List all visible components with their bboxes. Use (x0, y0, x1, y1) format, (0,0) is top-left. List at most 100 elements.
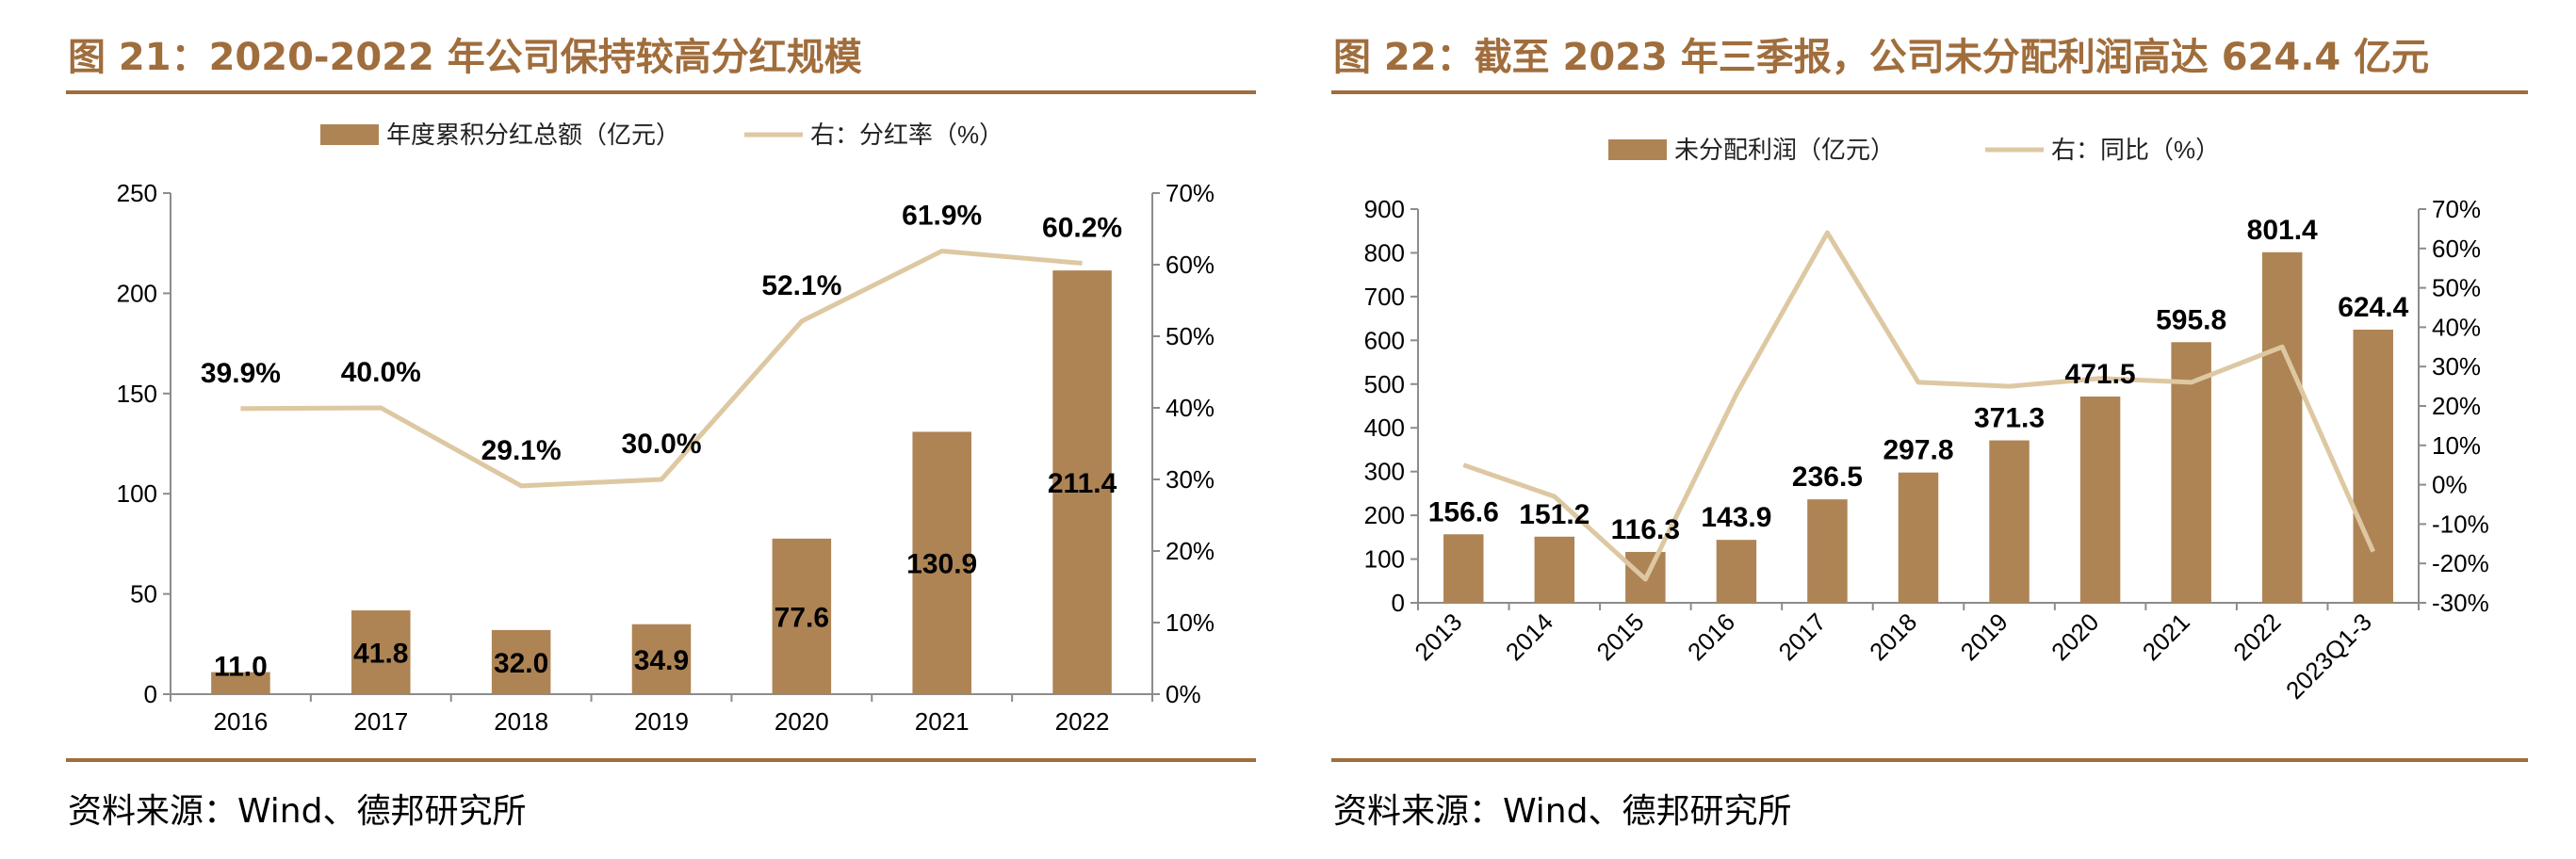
bar-value-label: 624.4 (2338, 292, 2408, 323)
bar (2353, 330, 2393, 603)
y2-tick-label: 50% (2432, 274, 2481, 302)
y-tick-label: 800 (1364, 238, 1405, 267)
bar (772, 538, 832, 694)
y2-tick-label: 70% (2432, 195, 2481, 223)
bar-value-label: 801.4 (2247, 215, 2318, 246)
x-tick-label: 2021 (915, 707, 970, 736)
line-value-label: 29.1% (481, 435, 562, 466)
y2-tick-label: 0% (1166, 680, 1201, 708)
bar (1716, 540, 1757, 603)
y2-tick-label: 0% (2432, 471, 2468, 499)
y-tick-label: 150 (117, 380, 157, 408)
bar-value-label: 77.6 (774, 602, 829, 633)
source-rule (1331, 758, 2528, 762)
legend-label-line: 右：分红率（%） (810, 121, 1003, 149)
line-value-label: 61.9% (902, 201, 982, 232)
bar (1443, 534, 1484, 603)
bar (1052, 270, 1112, 694)
x-tick-label: 2020 (2046, 608, 2104, 666)
y-tick-label: 600 (1364, 326, 1405, 354)
x-tick-label: 2020 (774, 707, 829, 736)
line-value-label: 30.0% (621, 429, 701, 460)
bar (1534, 536, 1575, 603)
y2-tick-label: 40% (2432, 313, 2481, 341)
title-rule (66, 90, 1256, 94)
line-value-label: 40.0% (341, 357, 421, 388)
legend-swatch-bar (1608, 139, 1667, 160)
figure-title: 图 22：截至 2023 年三季报，公司未分配利润高达 624.4 亿元 (1333, 36, 2430, 79)
line-value-label: 60.2% (1042, 212, 1122, 243)
x-tick-label: 2018 (494, 707, 548, 736)
legend-swatch-bar (320, 124, 379, 145)
x-tick-label: 2016 (214, 707, 269, 736)
legend-label-bar: 未分配利润（亿元） (1674, 136, 1895, 164)
bar (2079, 397, 2121, 603)
bar-value-label: 143.9 (1701, 502, 1771, 533)
bar-value-label: 236.5 (1792, 462, 1863, 493)
y-tick-label: 0 (1392, 589, 1405, 617)
x-tick-label: 2018 (1864, 608, 1922, 666)
bar-value-label: 34.9 (634, 645, 689, 676)
bar-value-label: 151.2 (1519, 499, 1590, 530)
y-tick-label: 50 (130, 580, 157, 608)
bar (491, 629, 551, 694)
bar-value-label: 297.8 (1883, 435, 1953, 466)
retained-earnings-chart: 未分配利润（亿元） 右：同比（%） 0 100 200 300 400 500 600 700 80… (1364, 136, 2489, 705)
y-tick-label: 100 (117, 479, 157, 508)
bar (211, 672, 270, 694)
bar-value-label: 371.3 (1974, 403, 2045, 434)
y2-tick-label: 30% (1166, 465, 1215, 494)
dividend-chart: 年度累积分红总额（亿元） 右：分红率（%） 0 50 100 150 200 250 0% 10%… (117, 121, 1215, 736)
y2-tick-label: 50% (1166, 322, 1215, 350)
bar-value-label: 11.0 (214, 652, 268, 683)
bar (1898, 472, 1939, 603)
line-value-label: 39.9% (201, 358, 281, 389)
bar (2261, 251, 2303, 603)
x-tick-label: 2014 (1500, 608, 1558, 666)
right-figure-panel: 图 22：截至 2023 年三季报，公司未分配利润高达 624.4 亿元 未分配… (1288, 0, 2576, 859)
title-rule (1331, 90, 2528, 94)
bar (351, 610, 411, 694)
y2-tick-label: 10% (1166, 608, 1215, 637)
y-tick-label: 100 (1364, 545, 1405, 574)
legend-label-line: 右：同比（%） (2051, 136, 2220, 164)
x-tick-label: 2022 (2227, 608, 2286, 666)
y-tick-label: 0 (144, 680, 157, 708)
y-tick-label: 500 (1364, 370, 1405, 398)
y-tick-label: 250 (117, 179, 157, 207)
x-tick-label: 2019 (1955, 608, 2014, 666)
y2-tick-label: 60% (1166, 251, 1215, 279)
bar (1807, 499, 1848, 603)
bar-value-label: 116.3 (1611, 514, 1680, 545)
y2-tick-label: 20% (2432, 392, 2481, 420)
source-note: 资料来源：Wind、德邦研究所 (68, 792, 527, 831)
bar (912, 431, 971, 694)
bar (1989, 440, 2030, 603)
y2-tick-label: 60% (2432, 235, 2481, 263)
y-tick-label: 300 (1364, 458, 1405, 486)
y2-tick-label: 20% (1166, 537, 1215, 565)
y2-tick-label: -10% (2432, 510, 2489, 538)
legend-label-bar: 年度累积分红总额（亿元） (386, 121, 680, 149)
bar-value-label: 41.8 (353, 639, 408, 670)
line-series (1462, 230, 2376, 582)
x-tick-label: 2023Q1-3 (2280, 608, 2377, 705)
x-tick-label: 2017 (353, 707, 408, 736)
y2-tick-label: 70% (1166, 179, 1215, 207)
y-tick-label: 200 (117, 279, 157, 307)
y2-tick-label: 10% (2432, 431, 2481, 460)
bar-value-label: 130.9 (906, 549, 977, 580)
bar-value-label: 156.6 (1428, 496, 1499, 527)
y-tick-label: 400 (1364, 413, 1405, 442)
y-tick-label: 900 (1364, 195, 1405, 223)
y2-tick-label: -30% (2432, 589, 2489, 617)
x-tick-label: 2019 (634, 707, 689, 736)
x-tick-label: 2015 (1590, 608, 1649, 666)
x-tick-label: 2022 (1055, 707, 1110, 736)
figure-title: 图 21：2020-2022 年公司保持较高分红规模 (68, 36, 862, 79)
source-note: 资料来源：Wind、德邦研究所 (1333, 792, 1792, 831)
x-tick-label: 2013 (1409, 608, 1467, 666)
bar-value-label: 32.0 (494, 648, 548, 679)
bar (631, 624, 692, 694)
x-tick-label: 2021 (2137, 608, 2195, 666)
